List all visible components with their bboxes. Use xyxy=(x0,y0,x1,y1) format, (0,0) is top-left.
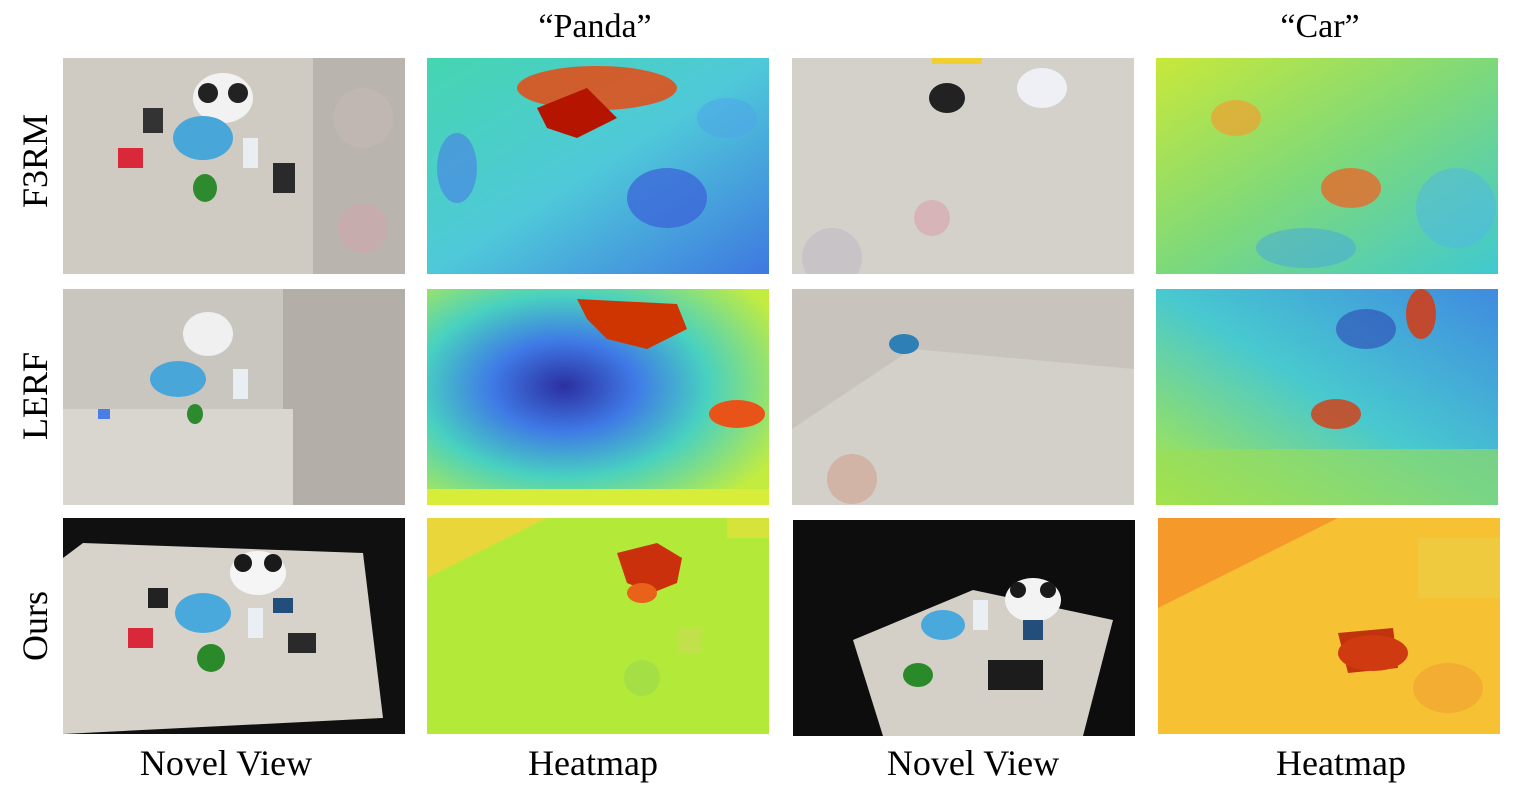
f3rm-heatmap-car xyxy=(1156,58,1498,274)
lerf-heatmap-panda xyxy=(427,289,769,505)
f3rm-heatmap-panda xyxy=(427,58,769,274)
row-label-lerf: LERF xyxy=(15,352,55,441)
column-title-car: “Car” xyxy=(1280,8,1360,45)
ours-novel-view-car xyxy=(793,520,1135,736)
ours-heatmap-panda xyxy=(427,518,769,734)
bottom-label-novel-view-1: Novel View xyxy=(139,743,313,783)
lerf-heatmap-car xyxy=(1156,289,1498,505)
f3rm-novel-view-car xyxy=(792,58,1134,274)
f3rm-novel-view-panda xyxy=(63,58,405,274)
column-title-panda: “Panda” xyxy=(538,8,652,45)
bottom-label-heatmap-1: Heatmap xyxy=(528,743,658,783)
ours-novel-view-panda xyxy=(63,518,405,734)
lerf-novel-view-panda xyxy=(63,289,405,505)
lerf-novel-view-car xyxy=(792,289,1134,505)
row-label-ours: Ours xyxy=(15,591,55,661)
row-label-f3rm: F3RM xyxy=(15,113,55,209)
ours-heatmap-car xyxy=(1158,518,1500,734)
bottom-label-heatmap-2: Heatmap xyxy=(1276,743,1406,783)
bottom-label-novel-view-2: Novel View xyxy=(886,743,1060,783)
